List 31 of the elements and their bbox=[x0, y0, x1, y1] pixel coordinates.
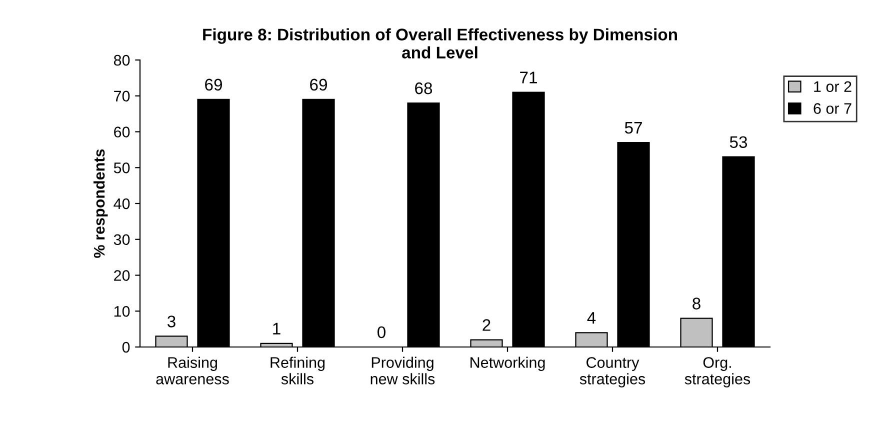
y-tick-label: 40 bbox=[114, 198, 130, 210]
x-tick-label: Country strategies bbox=[580, 357, 646, 388]
data-label: 8 bbox=[692, 298, 700, 310]
x-tick-label: Org. strategies bbox=[684, 357, 750, 388]
y-tick-label: 80 bbox=[114, 54, 130, 66]
chart-title: Figure 8: Distribution of Overall Effectiveness by Dimension and Level bbox=[203, 28, 677, 58]
y-tick-label: 30 bbox=[114, 234, 130, 246]
y-tick-label: 60 bbox=[114, 126, 130, 138]
data-label: 69 bbox=[205, 78, 222, 91]
legend-label: 6 or 7 bbox=[814, 103, 852, 114]
y-tick-label: 20 bbox=[114, 270, 130, 281]
data-label: 4 bbox=[587, 312, 596, 324]
data-label: 68 bbox=[415, 82, 432, 94]
legend-label: 1 or 2 bbox=[814, 81, 852, 92]
x-tick-label: Raising awareness bbox=[156, 356, 229, 384]
x-tick-label: Providing new skills bbox=[370, 356, 435, 384]
data-label: 1 bbox=[273, 322, 280, 334]
y-tick-label: 0 bbox=[122, 342, 130, 353]
y-tick-label: 10 bbox=[114, 306, 130, 317]
data-label: 69 bbox=[310, 78, 327, 91]
data-label: 2 bbox=[482, 319, 490, 331]
data-label: 57 bbox=[624, 122, 642, 134]
x-tick-label: Networking bbox=[470, 356, 545, 371]
data-label: 53 bbox=[730, 136, 748, 148]
y-tick-label: 70 bbox=[114, 90, 130, 102]
data-label: 71 bbox=[520, 72, 537, 84]
x-tick-label: Refining skills bbox=[270, 356, 325, 384]
y-axis-title: % respondents bbox=[93, 149, 108, 258]
data-label: 3 bbox=[168, 316, 176, 328]
y-tick-label: 50 bbox=[114, 162, 130, 174]
data-label: 0 bbox=[378, 326, 386, 338]
